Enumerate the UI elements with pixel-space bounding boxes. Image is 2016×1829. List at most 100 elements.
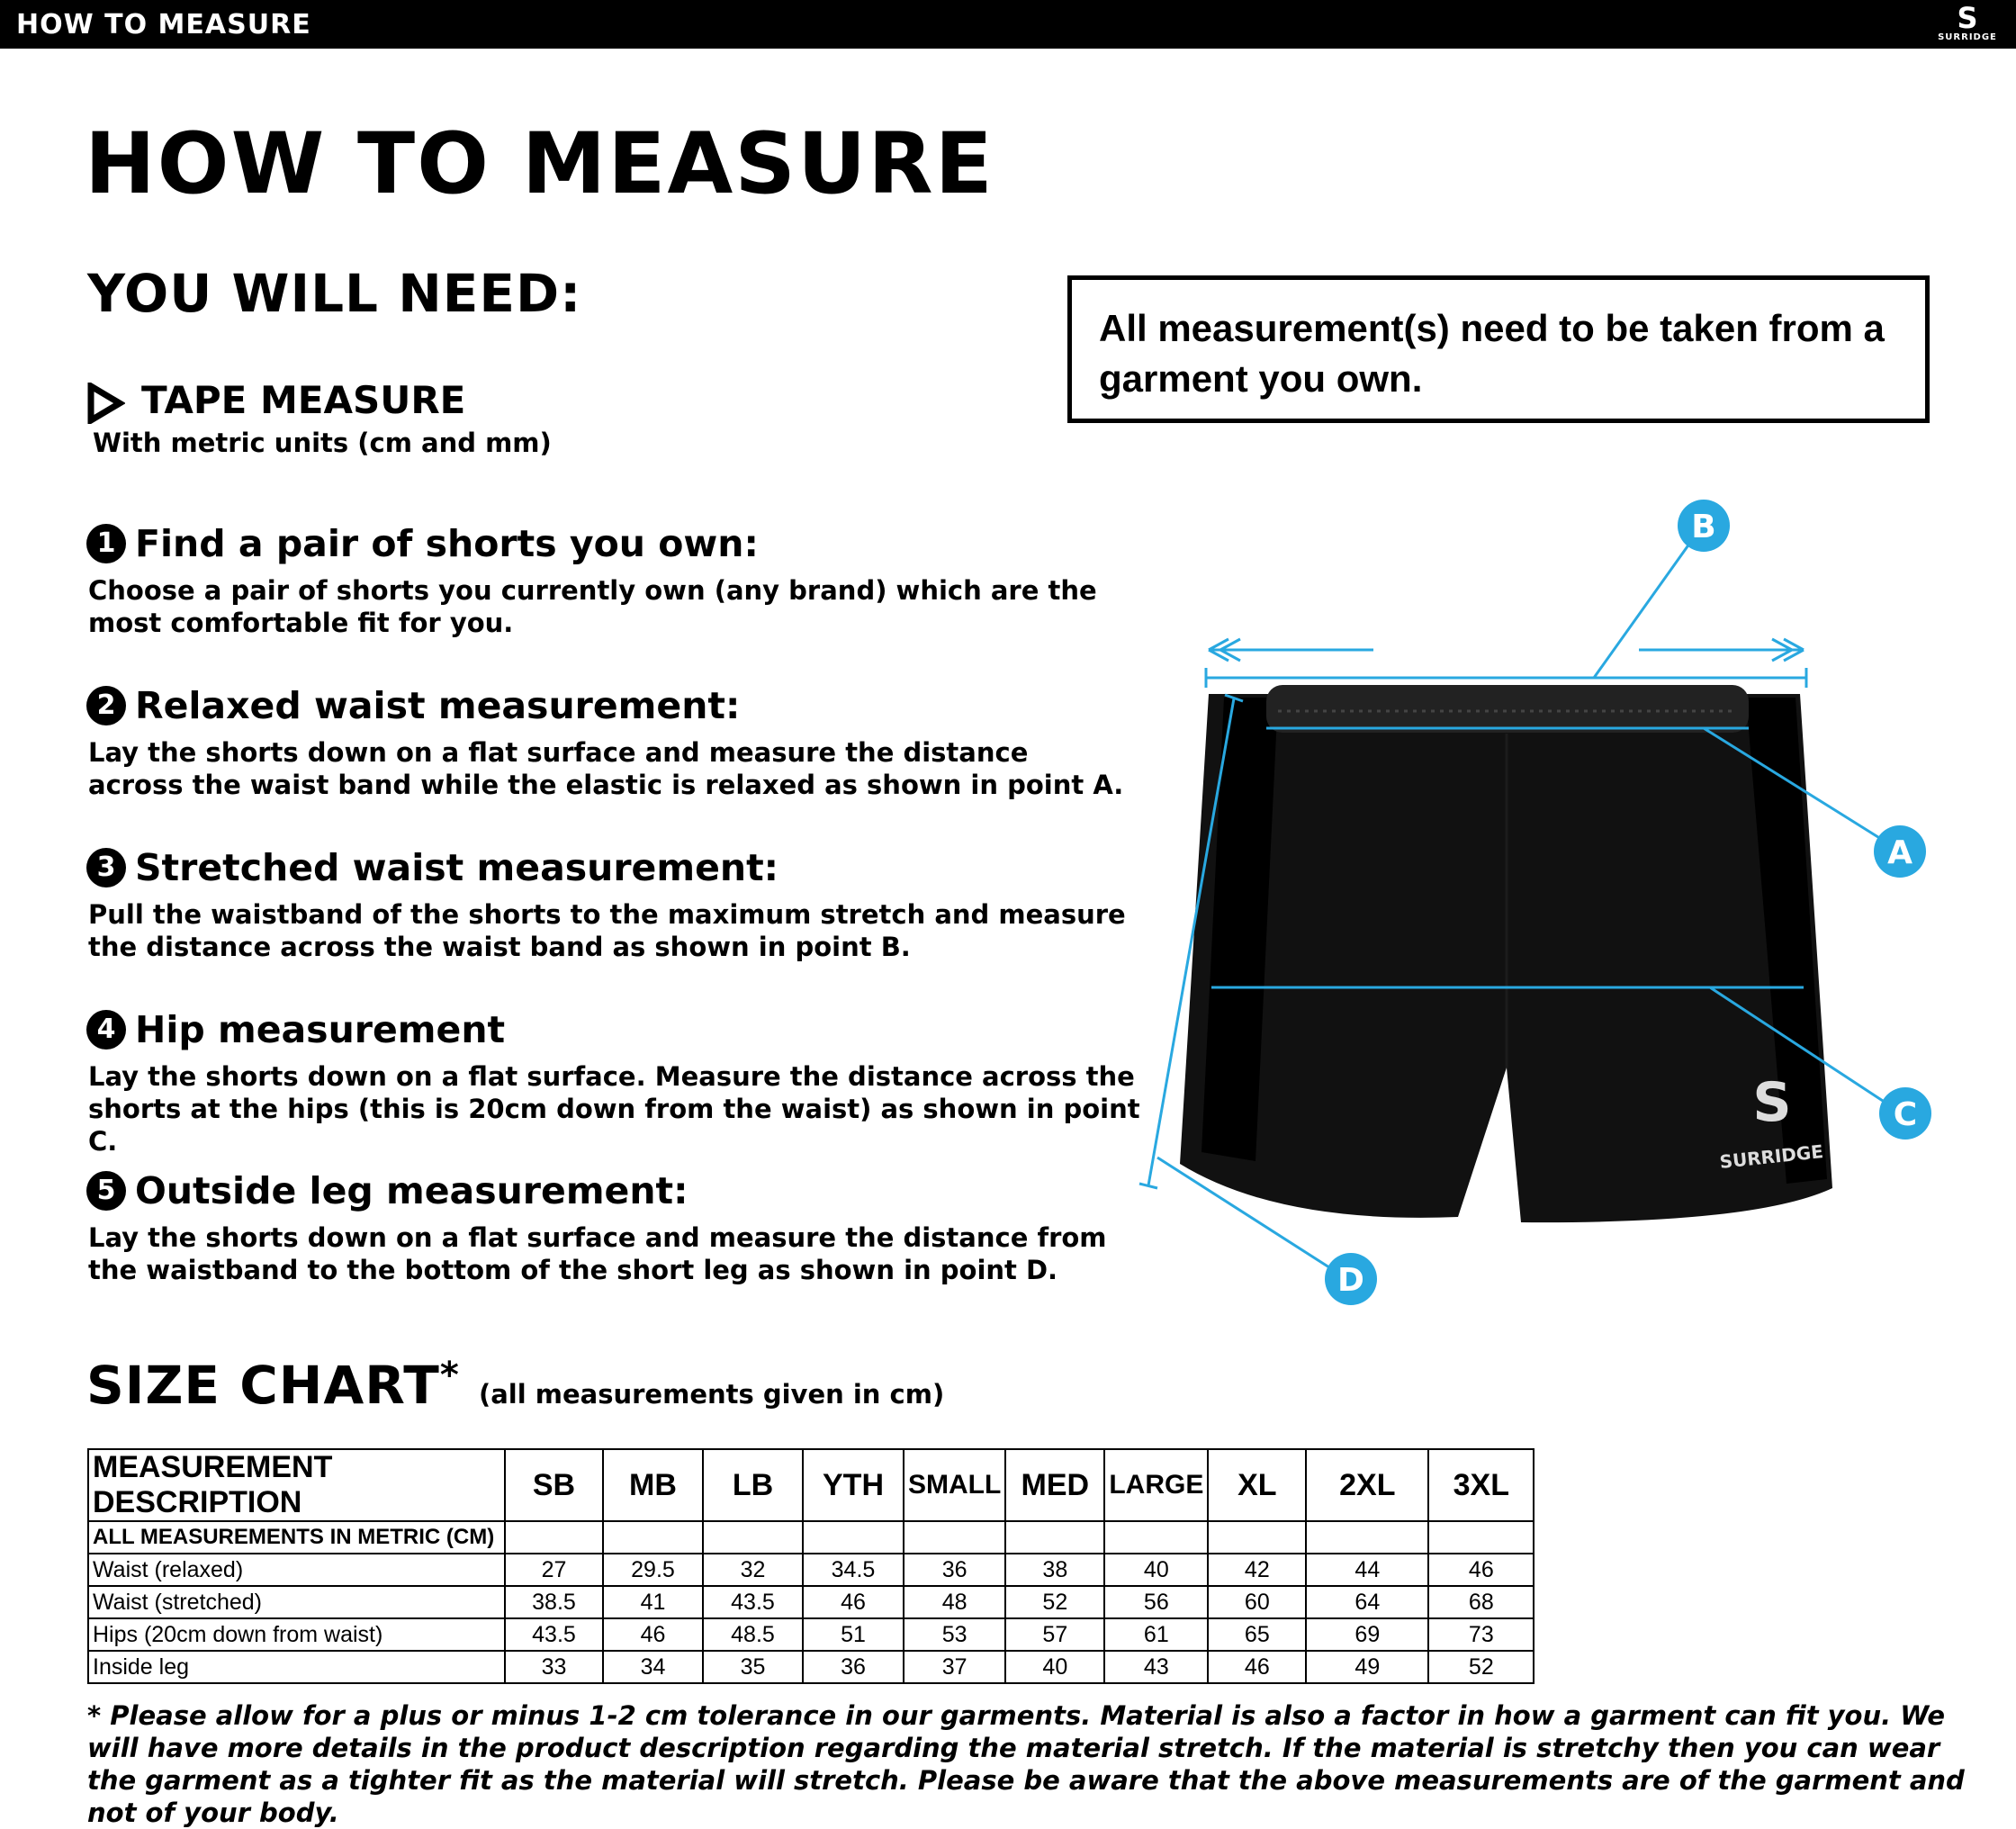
you-will-need-heading: YOU WILL NEED: — [87, 263, 582, 324]
page-title: HOW TO MEASURE — [85, 115, 994, 213]
point-d-marker — [1325, 1253, 1377, 1305]
footnote: * Please allow for a plus or minus 1-2 c… — [87, 1700, 1965, 1828]
table-cell: 34 — [602, 1650, 704, 1684]
table-subheader-row: ALL MEASUREMENTS IN METRIC (CM) — [87, 1520, 1535, 1554]
table-cell: 32 — [702, 1553, 804, 1587]
table-cell: 38 — [1004, 1553, 1106, 1587]
table-cell: 48.5 — [702, 1617, 804, 1652]
top-bar-title: HOW TO MEASURE — [16, 9, 311, 41]
column-header: 3XL — [1427, 1448, 1535, 1522]
column-header: MED — [1004, 1448, 1106, 1522]
step-body: Lay the shorts down on a flat surface an… — [88, 1222, 1107, 1285]
step-heading: Hip measurement — [135, 1008, 506, 1051]
step-5: 5 Outside leg measurement: Lay the shorts … — [86, 1169, 1130, 1286]
size-chart-table: MEASUREMENT DESCRIPTION SB MB LB YTH SMALL ME… — [87, 1448, 1535, 1684]
step-heading: Relaxed waist measurement: — [135, 684, 741, 727]
table-cell: 43 — [1103, 1650, 1210, 1684]
table-cell: 40 — [1004, 1650, 1106, 1684]
row-label: Waist (relaxed) — [87, 1553, 506, 1587]
table-cell: 36 — [902, 1553, 1007, 1587]
step-heading: Outside leg measurement: — [135, 1169, 688, 1212]
column-header: LARGE — [1103, 1448, 1210, 1522]
table-cell: 46 — [602, 1617, 704, 1652]
point-b-marker — [1678, 500, 1730, 552]
table-cell: 42 — [1207, 1553, 1308, 1587]
table-cell: 46 — [1427, 1553, 1535, 1587]
column-header: XL — [1207, 1448, 1308, 1522]
tape-measure-label: TAPE MEASURE — [141, 378, 466, 422]
table-cell: 38.5 — [504, 1585, 604, 1619]
table-cell: 68 — [1427, 1585, 1535, 1619]
table-cell: 46 — [802, 1585, 904, 1619]
table-row: Inside leg 33 34 35 36 37 40 43 46 49 52 — [87, 1650, 1535, 1684]
table-cell: 33 — [504, 1650, 604, 1684]
table-cell: 73 — [1427, 1617, 1535, 1652]
surridge-logo: S SURRIDGE — [1938, 1, 1997, 42]
table-cell: 29.5 — [602, 1553, 704, 1587]
column-header: SB — [504, 1448, 604, 1522]
table-row: Waist (relaxed) 27 29.5 32 34.5 36 38 40 42 44 46 — [87, 1553, 1535, 1587]
table-cell: 43.5 — [702, 1585, 804, 1619]
table-row: Hips (20cm down from waist) 43.5 46 48.5 51 5… — [87, 1617, 1535, 1652]
point-d-label: D — [1337, 1262, 1364, 1299]
table-cell: 64 — [1305, 1585, 1430, 1619]
step-3: 3 Stretched waist measurement: Pull the wa… — [86, 846, 1130, 963]
point-c-label: C — [1894, 1096, 1917, 1133]
table-cell: 57 — [1004, 1617, 1106, 1652]
step-number: 1 — [86, 524, 126, 563]
notice-box: All measurement(s) need to be taken from… — [1067, 275, 1930, 423]
column-header: SMALL — [902, 1448, 1007, 1522]
right-arrow-icon — [1639, 637, 1804, 662]
table-cell: 35 — [702, 1650, 804, 1684]
step-number: 5 — [86, 1171, 126, 1211]
row-label: Hips (20cm down from waist) — [87, 1617, 506, 1652]
table-cell: 41 — [602, 1585, 704, 1619]
shorts-illustration: S SURRIDGE — [1180, 685, 1832, 1223]
table-cell: 53 — [902, 1617, 1007, 1652]
point-a-label: A — [1887, 834, 1912, 871]
column-header: YTH — [802, 1448, 904, 1522]
table-cell: 60 — [1207, 1585, 1308, 1619]
table-cell: 49 — [1305, 1650, 1430, 1684]
step-4: 4 Hip measurement Lay the shorts down on a… — [86, 1008, 1157, 1158]
garment-logo-s: S — [1752, 1071, 1791, 1134]
table-header-row: MEASUREMENT DESCRIPTION SB MB LB YTH SMALL ME… — [87, 1448, 1535, 1522]
table-cell: 48 — [902, 1585, 1007, 1619]
table-cell: 43.5 — [504, 1617, 604, 1652]
table-cell: 52 — [1004, 1585, 1106, 1619]
top-bar: HOW TO MEASURE S SURRIDGE — [0, 0, 2016, 49]
row-label: Waist (stretched) — [87, 1585, 506, 1619]
shorts-diagram: S SURRIDGE B A C D — [1138, 500, 1931, 1305]
column-header: LB — [702, 1448, 804, 1522]
measure-line-d — [1138, 693, 1244, 1190]
point-c-marker — [1879, 1087, 1931, 1140]
size-chart-note: (all measurements given in cm) — [478, 1379, 945, 1410]
measure-line-b — [1204, 668, 1808, 688]
step-body: Lay the shorts down on a flat surface. M… — [88, 1061, 1140, 1157]
column-header: MB — [602, 1448, 704, 1522]
table-cell: 65 — [1207, 1617, 1308, 1652]
left-arrow-icon — [1208, 637, 1373, 662]
column-header: MEASUREMENT DESCRIPTION — [87, 1448, 506, 1522]
point-a-marker — [1874, 825, 1926, 878]
step-body: Pull the waistband of the shorts to the … — [88, 899, 1126, 962]
step-number: 3 — [86, 848, 126, 887]
play-triangle-icon — [87, 383, 125, 424]
table-cell: 44 — [1305, 1553, 1430, 1587]
step-body: Choose a pair of shorts you currently ow… — [88, 575, 1097, 638]
table-cell: 52 — [1427, 1650, 1535, 1684]
step-2: 2 Relaxed waist measurement: Lay the short… — [86, 684, 1130, 801]
step-1: 1 Find a pair of shorts you own: Choose a … — [86, 522, 1130, 639]
tape-measure-sub: With metric units (cm and mm) — [93, 428, 552, 458]
table-cell: 27 — [504, 1553, 604, 1587]
point-b-label: B — [1691, 509, 1715, 545]
table-cell: 34.5 — [802, 1553, 904, 1587]
table-row: Waist (stretched) 38.5 41 43.5 46 48 52 56 60 64 6… — [87, 1585, 1535, 1619]
row-label: Inside leg — [87, 1650, 506, 1684]
column-header: 2XL — [1305, 1448, 1430, 1522]
table-cell: 36 — [802, 1650, 904, 1684]
table-cell: 56 — [1103, 1585, 1210, 1619]
step-heading: Stretched waist measurement: — [135, 846, 779, 889]
table-cell: 40 — [1103, 1553, 1210, 1587]
table-cell: 69 — [1305, 1617, 1430, 1652]
